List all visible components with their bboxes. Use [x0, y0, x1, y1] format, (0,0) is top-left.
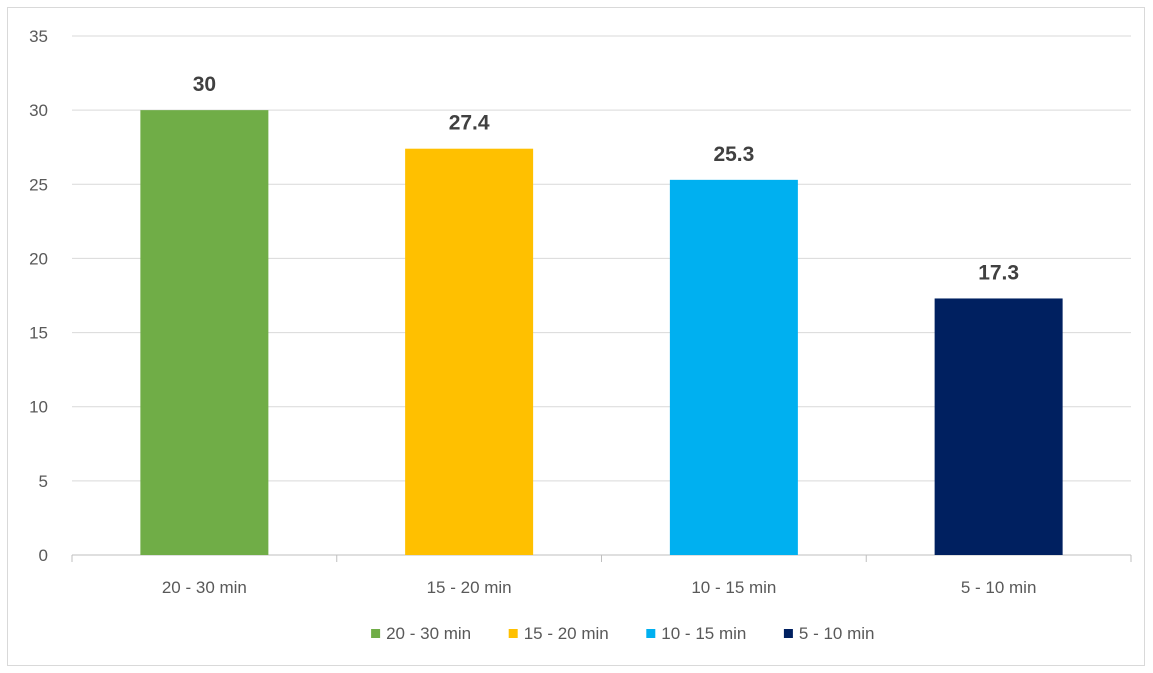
y-tick-label: 20 [29, 249, 48, 268]
legend-entry: 15 - 20 min [524, 624, 609, 643]
x-tick-label: 20 - 30 min [162, 578, 247, 597]
x-tick-label: 10 - 15 min [691, 578, 776, 597]
y-tick-label: 10 [29, 398, 48, 417]
data-label: 27.4 [449, 112, 490, 135]
y-tick-label: 35 [29, 27, 48, 46]
data-label: 25.3 [713, 143, 754, 166]
legend-swatch [508, 629, 518, 638]
legend-entry: 10 - 15 min [661, 624, 746, 643]
bar [669, 179, 798, 555]
legend-swatch [783, 629, 793, 638]
x-tick-label: 15 - 20 min [427, 578, 512, 597]
bar [405, 148, 534, 555]
data-label: 17.3 [978, 261, 1019, 284]
legend-entry: 5 - 10 min [799, 624, 875, 643]
bar [140, 110, 269, 556]
y-tick-label: 0 [39, 546, 48, 565]
legend-entry: 20 - 30 min [386, 624, 471, 643]
y-tick-label: 15 [29, 324, 48, 343]
y-tick-label: 5 [39, 472, 48, 491]
y-tick-label: 30 [29, 101, 48, 120]
legend-swatch [371, 629, 381, 638]
bar [934, 298, 1063, 555]
y-tick-label: 25 [29, 175, 48, 194]
data-label: 30 [193, 73, 216, 96]
legend-swatch [646, 629, 656, 638]
x-tick-label: 5 - 10 min [961, 578, 1037, 597]
